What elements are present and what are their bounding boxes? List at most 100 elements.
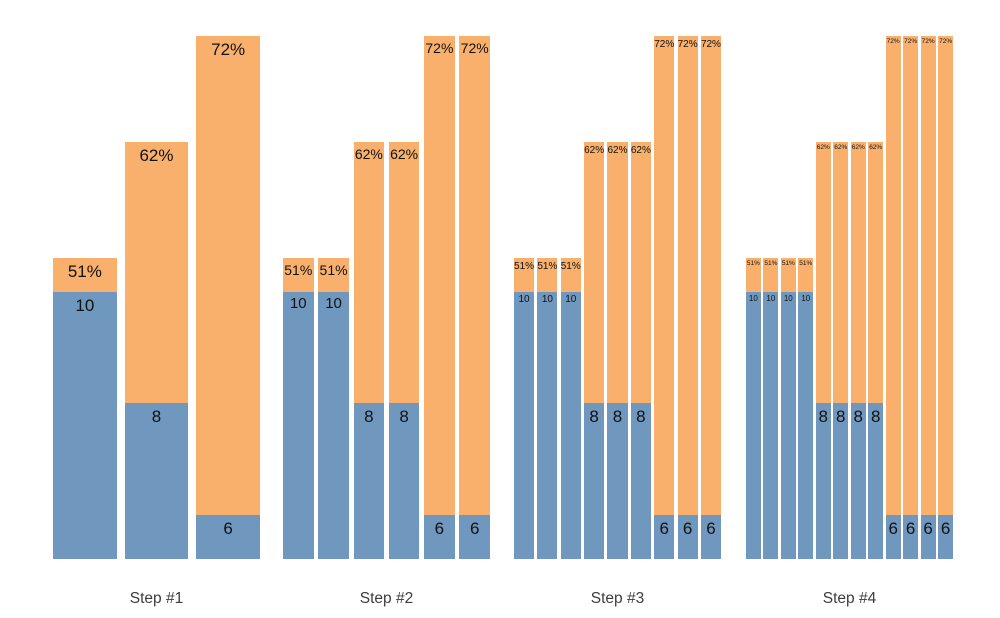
count-label: 6 xyxy=(940,519,951,538)
percent-segment: 51% xyxy=(537,258,558,292)
count-segment: 6 xyxy=(903,515,919,559)
count-segment: 10 xyxy=(560,292,581,559)
count-segment: 6 xyxy=(654,515,675,559)
percent-segment: 51% xyxy=(746,258,761,292)
count-label: 6 xyxy=(682,519,693,538)
percent-label: 51% xyxy=(781,260,795,267)
percent-segment: 62% xyxy=(833,142,849,403)
count-segment: 8 xyxy=(630,403,651,559)
count-label: 10 xyxy=(518,294,530,305)
count-label: 10 xyxy=(565,294,577,305)
percent-segment: 62% xyxy=(124,142,189,403)
percent-label: 51% xyxy=(764,260,778,267)
percent-segment: 62% xyxy=(353,142,385,403)
count-segment: 10 xyxy=(318,292,349,559)
count-segment: 10 xyxy=(537,292,558,559)
count-segment: 8 xyxy=(353,403,385,559)
percent-segment: 72% xyxy=(903,36,919,515)
count-label: 8 xyxy=(836,407,846,426)
count-label: 8 xyxy=(853,407,863,426)
percent-label: 62% xyxy=(851,144,865,151)
percent-label: 72% xyxy=(886,38,900,45)
percent-label: 62% xyxy=(869,144,883,151)
count-label: 6 xyxy=(434,519,445,538)
step-label: Step #3 xyxy=(590,590,645,607)
percent-segment: 72% xyxy=(885,36,901,515)
percent-label: 51% xyxy=(746,260,760,267)
count-label: 8 xyxy=(818,407,828,426)
count-label: 8 xyxy=(399,407,409,426)
count-segment: 8 xyxy=(815,403,831,559)
percent-label: 62% xyxy=(390,146,419,162)
count-segment: 8 xyxy=(388,403,420,559)
count-segment: 8 xyxy=(833,403,849,559)
percent-segment: 62% xyxy=(584,142,605,403)
count-label: 6 xyxy=(888,519,898,538)
count-label: 8 xyxy=(589,407,599,426)
count-label: 10 xyxy=(783,294,793,303)
count-segment: 10 xyxy=(53,292,117,559)
count-label: 10 xyxy=(748,294,758,303)
percent-label: 62% xyxy=(630,145,651,156)
count-label: 6 xyxy=(223,519,233,538)
percent-label: 72% xyxy=(677,39,698,50)
count-segment: 8 xyxy=(124,403,189,559)
count-label: 10 xyxy=(75,296,95,315)
percent-segment: 72% xyxy=(654,36,675,515)
count-label: 10 xyxy=(541,294,553,305)
percent-label: 51% xyxy=(560,261,581,272)
count-label: 8 xyxy=(364,407,374,426)
count-segment: 6 xyxy=(885,515,901,559)
percent-segment: 72% xyxy=(920,36,936,515)
percent-label: 62% xyxy=(607,145,628,156)
count-label: 6 xyxy=(469,519,480,538)
count-segment: 10 xyxy=(763,292,779,559)
percent-label: 62% xyxy=(584,145,605,156)
percent-label: 72% xyxy=(211,40,246,59)
count-segment: 6 xyxy=(700,515,721,559)
percent-label: 72% xyxy=(921,38,935,45)
percent-label: 62% xyxy=(816,144,830,151)
percent-segment: 51% xyxy=(780,258,796,292)
count-label: 10 xyxy=(766,294,776,303)
percent-segment: 62% xyxy=(868,142,884,403)
percent-segment: 72% xyxy=(677,36,698,515)
count-label: 8 xyxy=(636,407,646,426)
percent-label: 72% xyxy=(654,39,675,50)
percent-segment: 51% xyxy=(763,258,779,292)
percent-segment: 51% xyxy=(283,258,314,292)
count-segment: 6 xyxy=(196,515,260,559)
percent-label: 62% xyxy=(834,144,848,151)
count-label: 8 xyxy=(870,407,881,426)
percent-label: 51% xyxy=(799,260,813,267)
count-segment: 10 xyxy=(798,292,814,559)
count-segment: 8 xyxy=(607,403,628,559)
percent-label: 51% xyxy=(514,261,535,272)
percent-segment: 51% xyxy=(560,258,581,292)
count-label: 6 xyxy=(706,519,716,538)
percent-segment: 62% xyxy=(630,142,651,403)
count-label: 6 xyxy=(659,519,669,538)
count-segment: 6 xyxy=(459,515,490,559)
count-label: 10 xyxy=(325,295,342,312)
percent-label: 51% xyxy=(67,262,102,281)
percent-label: 72% xyxy=(425,40,454,56)
percent-segment: 51% xyxy=(514,258,535,292)
percent-label: 62% xyxy=(139,146,174,165)
count-label: 6 xyxy=(923,519,933,538)
percent-segment: 51% xyxy=(798,258,814,292)
count-segment: 6 xyxy=(920,515,936,559)
count-label: 10 xyxy=(801,294,811,303)
percent-segment: 72% xyxy=(424,36,455,515)
step-label: Step #4 xyxy=(822,590,877,607)
count-segment: 6 xyxy=(677,515,698,559)
count-segment: 10 xyxy=(780,292,796,559)
percent-label: 62% xyxy=(354,146,383,162)
percent-label: 72% xyxy=(939,38,953,45)
count-label: 10 xyxy=(289,295,307,312)
percent-label: 51% xyxy=(537,261,558,272)
percent-segment: 72% xyxy=(938,36,953,515)
percent-segment: 72% xyxy=(459,36,490,515)
